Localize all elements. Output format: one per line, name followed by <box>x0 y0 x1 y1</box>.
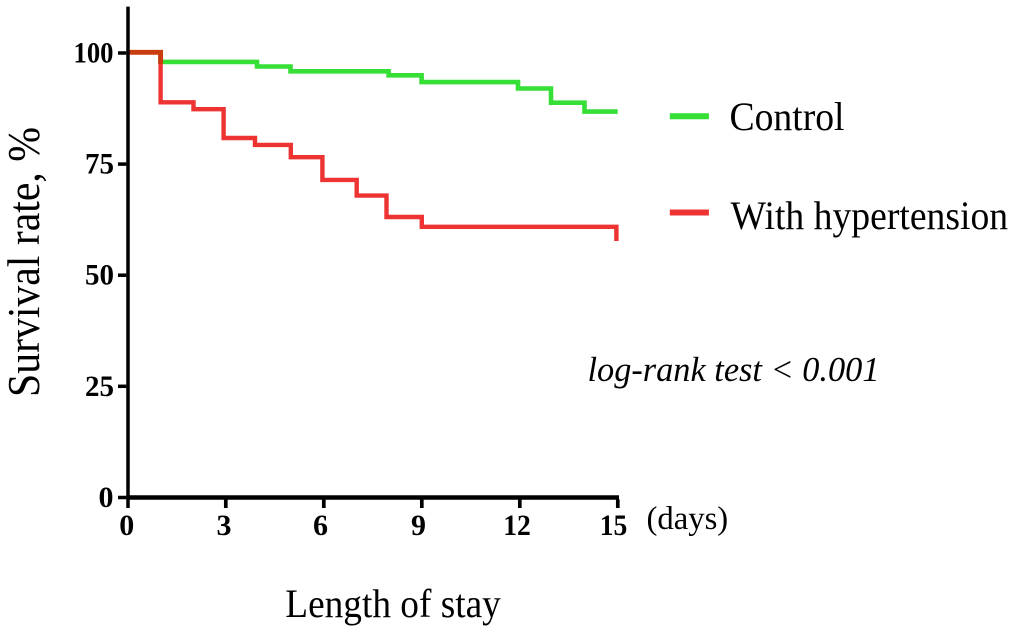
svg-text:75: 75 <box>85 148 114 181</box>
svg-text:Survival rate, %: Survival rate, % <box>0 127 49 397</box>
svg-text:12: 12 <box>503 509 531 542</box>
svg-text:Control: Control <box>730 94 845 139</box>
svg-text:With hypertension: With hypertension <box>731 193 1009 238</box>
svg-text:6: 6 <box>313 509 328 542</box>
svg-text:15: 15 <box>600 509 628 542</box>
svg-text:25: 25 <box>85 370 114 403</box>
svg-text:Length of stay: Length of stay <box>285 581 501 626</box>
svg-text:50: 50 <box>85 259 114 292</box>
svg-text:100: 100 <box>74 37 114 70</box>
svg-text:(days): (days) <box>647 501 729 537</box>
svg-text:log-rank test < 0.001: log-rank test < 0.001 <box>588 350 880 389</box>
svg-text:9: 9 <box>411 509 426 542</box>
svg-text:3: 3 <box>217 509 232 542</box>
svg-text:0: 0 <box>119 509 134 542</box>
svg-text:0: 0 <box>99 481 114 514</box>
